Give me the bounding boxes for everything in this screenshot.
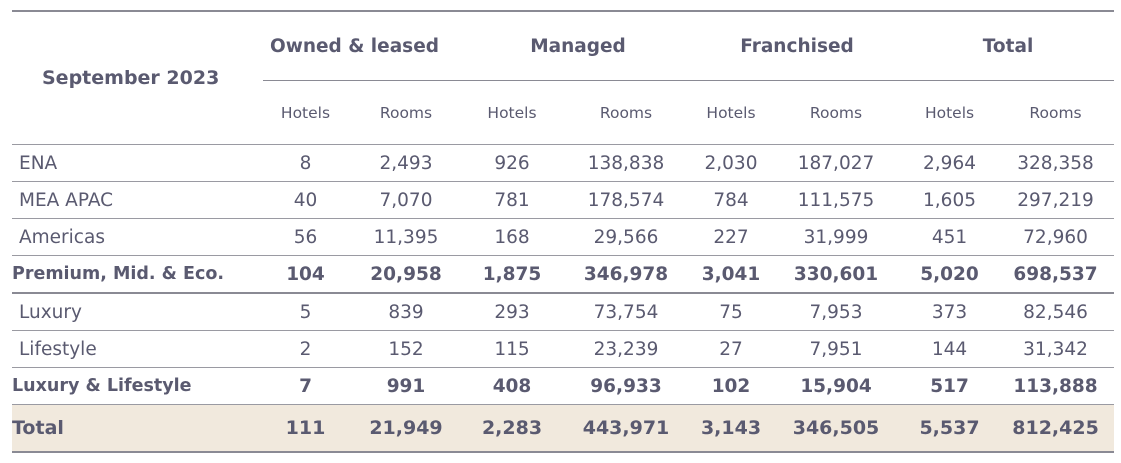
table-cell: 56 — [263, 218, 348, 256]
table-cell: 328,358 — [997, 144, 1115, 182]
table-row: ENA 8 2,493 926 138,838 2,030 187,027 2,… — [12, 144, 1115, 182]
hotel-portfolio-table-container: September 2023 Owned & leased Managed Fr… — [12, 10, 1115, 453]
table-row: Lifestyle 2 152 115 23,239 27 7,951 144 … — [12, 330, 1115, 368]
row-label: Premium, Mid. & Eco. — [12, 255, 263, 294]
group-header-row: September 2023 Owned & leased Managed Fr… — [12, 11, 1115, 89]
group-header-franchised: Franchised — [740, 35, 854, 57]
table-cell: 96,933 — [560, 367, 692, 405]
table-cell: 2,283 — [464, 404, 560, 453]
subtotal-row-luxury-lifestyle: Luxury & Lifestyle 7 991 408 96,933 102 … — [12, 367, 1115, 405]
table-cell: 75 — [692, 292, 770, 331]
sub-header-hotels: Hotels — [902, 80, 998, 145]
row-label: Americas — [12, 218, 263, 256]
table-cell: 15,904 — [770, 367, 903, 405]
table-cell: 111 — [263, 404, 348, 453]
sub-header-hotels: Hotels — [692, 80, 770, 145]
sub-header-rooms: Rooms — [560, 80, 692, 145]
table-row: Luxury 5 839 293 73,754 75 7,953 373 82,… — [12, 292, 1115, 331]
table-cell: 2,493 — [348, 144, 464, 182]
table-cell: 330,601 — [770, 255, 903, 294]
table-cell: 113,888 — [997, 367, 1115, 405]
table-row: MEA APAC 40 7,070 781 178,574 784 111,57… — [12, 181, 1115, 219]
table-cell: 698,537 — [997, 255, 1115, 294]
group-header-managed: Managed — [530, 35, 626, 57]
group-header-owned-leased: Owned & leased — [270, 35, 439, 57]
period-label: September 2023 — [42, 67, 220, 89]
table-cell: 812,425 — [997, 404, 1115, 453]
table-cell: 443,971 — [560, 404, 692, 453]
table-cell: 293 — [464, 292, 560, 331]
row-label: Luxury & Lifestyle — [12, 367, 263, 405]
table-cell: 20,958 — [348, 255, 464, 294]
table-cell: 8 — [263, 144, 348, 182]
row-label: MEA APAC — [12, 181, 263, 219]
table-cell: 373 — [902, 292, 998, 331]
subtotal-row-premium-mid-eco: Premium, Mid. & Eco. 104 20,958 1,875 34… — [12, 255, 1115, 294]
table-cell: 227 — [692, 218, 770, 256]
table-cell: 784 — [692, 181, 770, 219]
table-cell: 178,574 — [560, 181, 692, 219]
table-cell: 5 — [263, 292, 348, 331]
sub-header-rooms: Rooms — [997, 80, 1115, 145]
table-cell: 40 — [263, 181, 348, 219]
group-header-total: Total — [982, 35, 1034, 57]
table-cell: 2,964 — [902, 144, 998, 182]
table-cell: 991 — [348, 367, 464, 405]
table-cell: 115 — [464, 330, 560, 368]
sub-header-hotels: Hotels — [464, 80, 560, 145]
table-cell: 152 — [348, 330, 464, 368]
table-cell: 21,949 — [348, 404, 464, 453]
table-cell: 7 — [263, 367, 348, 405]
sub-header-hotels: Hotels — [263, 80, 348, 145]
table-cell: 72,960 — [997, 218, 1115, 256]
table-cell: 408 — [464, 367, 560, 405]
table-cell: 3,143 — [692, 404, 770, 453]
table-cell: 102 — [692, 367, 770, 405]
sub-header-rooms: Rooms — [348, 80, 464, 145]
table-cell: 7,951 — [770, 330, 903, 368]
grand-total-row: Total 111 21,949 2,283 443,971 3,143 346… — [12, 404, 1115, 453]
table-cell: 73,754 — [560, 292, 692, 331]
table-cell: 451 — [902, 218, 998, 256]
table-cell: 31,999 — [770, 218, 903, 256]
table-cell: 839 — [348, 292, 464, 331]
table-cell: 144 — [902, 330, 998, 368]
table-cell: 1,875 — [464, 255, 560, 294]
table-row: Americas 56 11,395 168 29,566 227 31,999… — [12, 218, 1115, 256]
table-cell: 187,027 — [770, 144, 903, 182]
table-cell: 138,838 — [560, 144, 692, 182]
hotel-portfolio-table: September 2023 Owned & leased Managed Fr… — [12, 10, 1115, 453]
table-cell: 11,395 — [348, 218, 464, 256]
table-cell: 1,605 — [902, 181, 998, 219]
table-cell: 5,020 — [902, 255, 998, 294]
table-cell: 168 — [464, 218, 560, 256]
table-cell: 346,505 — [770, 404, 903, 453]
table-cell: 517 — [902, 367, 998, 405]
table-cell: 2,030 — [692, 144, 770, 182]
table-cell: 346,978 — [560, 255, 692, 294]
table-cell: 297,219 — [997, 181, 1115, 219]
sub-header-rooms: Rooms — [770, 80, 903, 145]
table-cell: 23,239 — [560, 330, 692, 368]
sub-header-row: Hotels Rooms Hotels Rooms Hotels Rooms H… — [12, 80, 1115, 145]
table-cell: 82,546 — [997, 292, 1115, 331]
row-label: Luxury — [12, 292, 263, 331]
table-cell: 3,041 — [692, 255, 770, 294]
table-cell: 27 — [692, 330, 770, 368]
table-cell: 2 — [263, 330, 348, 368]
row-label: ENA — [12, 144, 263, 182]
table-cell: 104 — [263, 255, 348, 294]
table-cell: 7,953 — [770, 292, 903, 331]
table-cell: 31,342 — [997, 330, 1115, 368]
table-cell: 5,537 — [902, 404, 998, 453]
table-cell: 7,070 — [348, 181, 464, 219]
table-cell: 29,566 — [560, 218, 692, 256]
row-label: Lifestyle — [12, 330, 263, 368]
table-cell: 781 — [464, 181, 560, 219]
table-cell: 926 — [464, 144, 560, 182]
row-label: Total — [12, 404, 263, 453]
table-cell: 111,575 — [770, 181, 903, 219]
